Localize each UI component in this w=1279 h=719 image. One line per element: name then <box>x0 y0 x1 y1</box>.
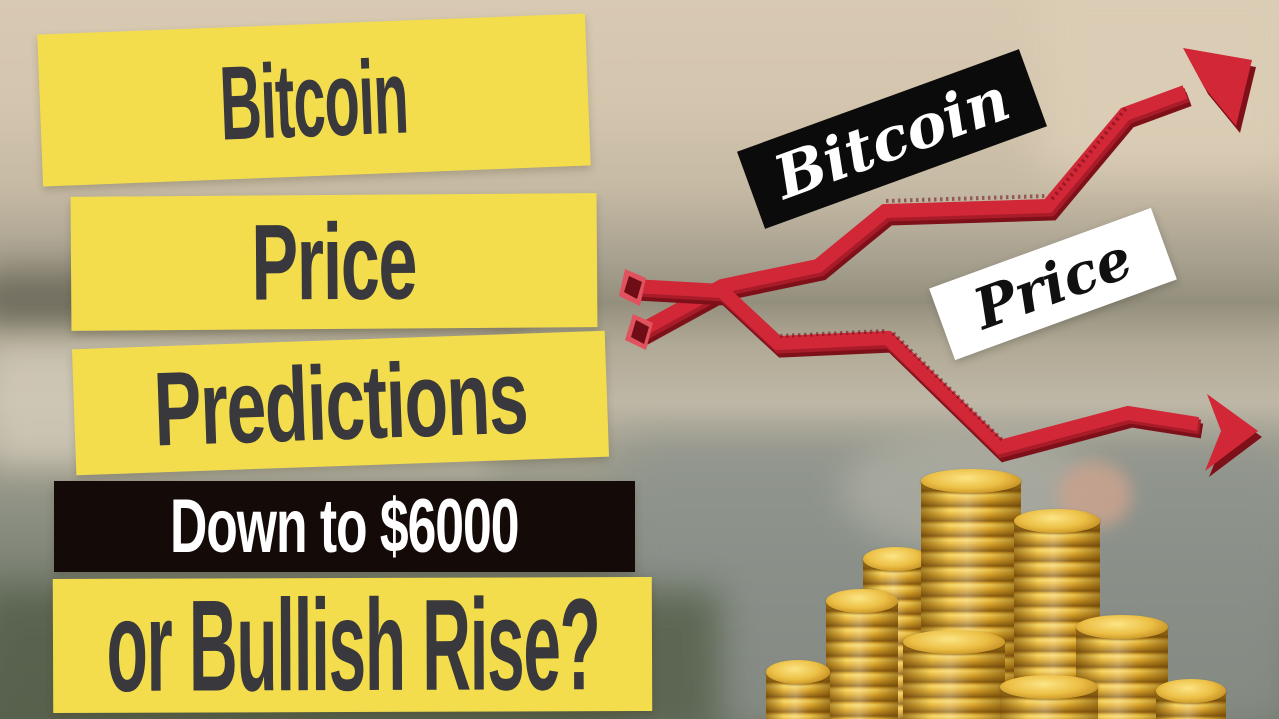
headline-line2: Price <box>251 200 417 323</box>
trend-label-price-text: Price <box>965 225 1141 343</box>
coin-stack <box>863 547 929 719</box>
headline-line3: Predictions <box>152 338 529 468</box>
coin-stack <box>826 589 898 719</box>
headline-banner-price: Price <box>70 193 598 331</box>
headline-banner-predictions: Predictions <box>71 330 610 476</box>
coin-stack <box>1000 675 1098 719</box>
background-patch <box>1040 0 1279 170</box>
coin-stack <box>1156 679 1226 719</box>
headline-banner-bitcoin: Bitcoin <box>37 13 591 187</box>
trend-label-price: Price <box>929 207 1177 361</box>
headline-highlight: Down to $6000 <box>170 483 519 569</box>
coin-stack <box>921 469 1021 719</box>
headline-banner-down-to-6000: Down to $6000 <box>54 481 635 572</box>
headline-question: or Bullish Rise? <box>105 571 600 719</box>
trend-label-bitcoin: Bitcoin <box>737 49 1047 229</box>
coin-stack <box>1076 615 1168 719</box>
headline-banner-bullish-rise: or Bullish Rise? <box>52 571 653 719</box>
coin-stack <box>1014 509 1100 719</box>
coin-stack <box>903 630 1005 719</box>
coin-stack <box>766 660 830 719</box>
headline-line1: Bitcoin <box>218 37 410 163</box>
background-patch <box>620 440 1279 719</box>
background-patch <box>840 430 1100 550</box>
bokeh-light <box>1058 462 1132 528</box>
trend-label-bitcoin-text: Bitcoin <box>765 64 1019 214</box>
